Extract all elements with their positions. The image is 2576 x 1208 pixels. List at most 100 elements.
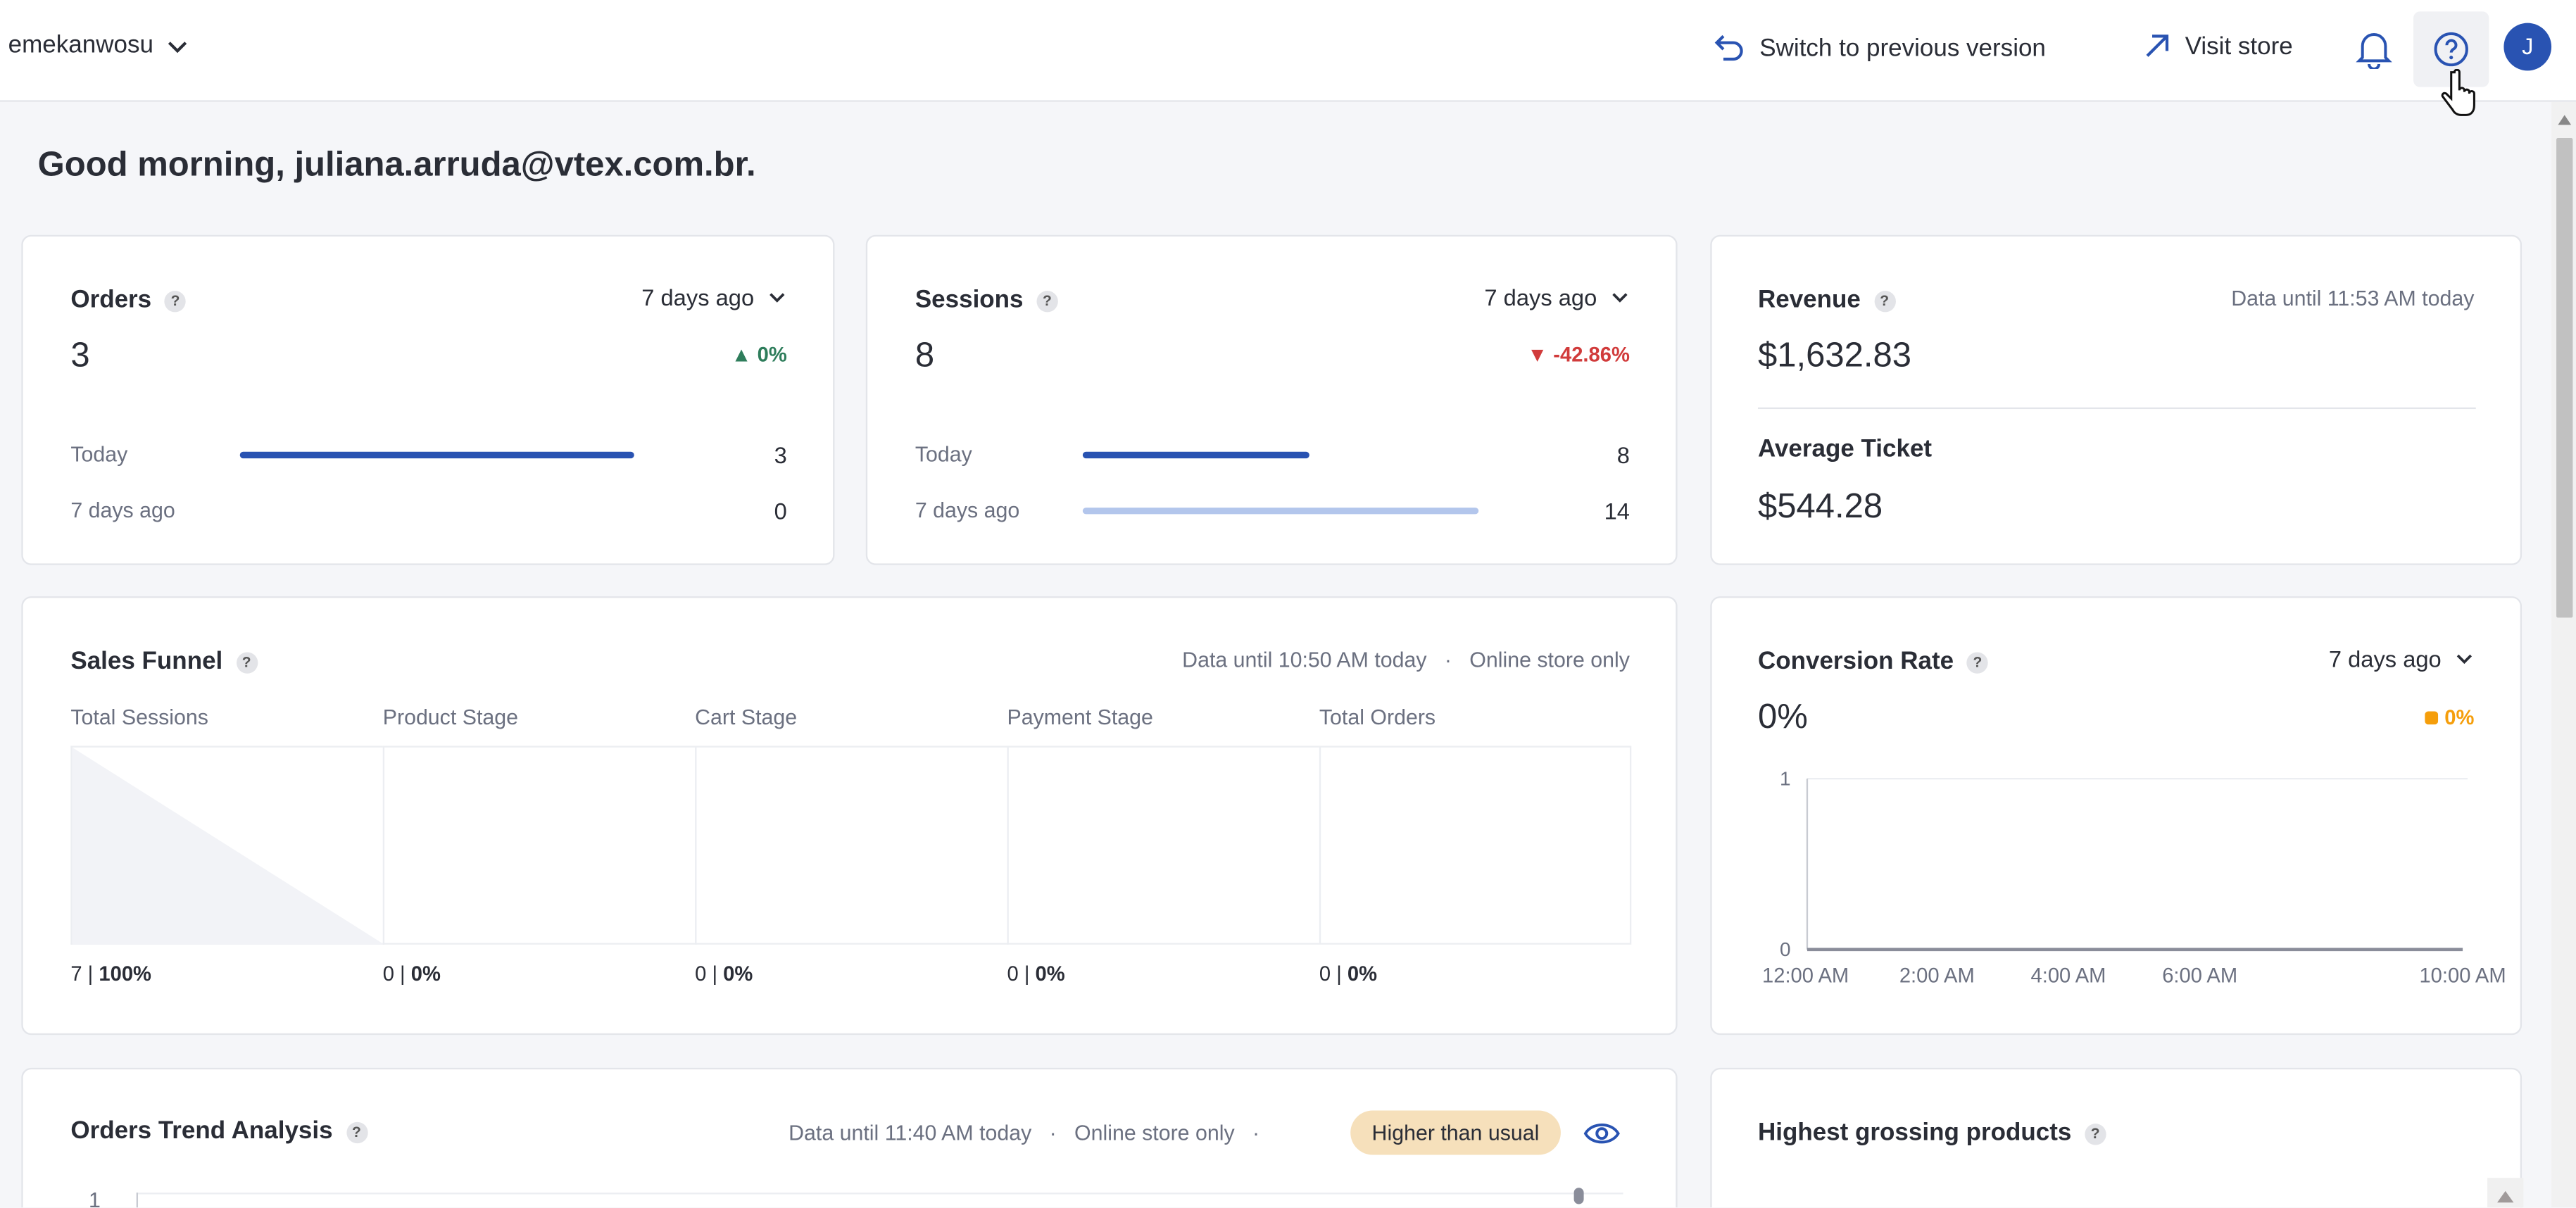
account-switcher[interactable]: emekanwosu [8, 31, 190, 59]
sessions-change: ▼ -42.86% [1527, 343, 1630, 367]
past-label: 7 days ago [70, 498, 175, 523]
orders-trend-card: Orders Trend Analysis? Data until 11:40 … [21, 1067, 1678, 1208]
help-icon[interactable]: ? [1873, 291, 1895, 313]
orders-change: ▲ 0% [731, 343, 787, 367]
marker [1573, 1188, 1584, 1204]
sessions-title: Sessions? [915, 286, 1058, 314]
orders-trend-meta: Data until 11:40 AM today · Online store… [788, 1120, 1260, 1145]
highest-grossing-title: Highest grossing products? [1758, 1119, 2106, 1147]
today-label: Today [70, 441, 128, 467]
help-icon[interactable]: ? [235, 652, 258, 674]
funnel-stage-value: 0 | 0% [382, 962, 441, 986]
funnel-stage-label: Total Orders [1319, 705, 1436, 730]
avg-ticket-value: $544.28 [1757, 488, 1883, 526]
avatar[interactable]: J [2503, 23, 2552, 71]
revenue-value: $1,632.83 [1757, 336, 1911, 375]
past-label: 7 days ago [915, 498, 1020, 523]
sales-funnel-meta: Data until 10:50 AM today · Online store… [1182, 647, 1630, 672]
funnel-stage-label: Cart Stage [695, 705, 798, 730]
revenue-title: Revenue? [1758, 286, 1895, 314]
funnel-stage-column [1319, 745, 1632, 945]
eye-icon[interactable] [1583, 1121, 1620, 1147]
undo-icon [1714, 34, 1743, 61]
past-value: 0 [774, 498, 787, 524]
conversion-card: Conversion Rate? 7 days ago 0% 0% 0 1 12:0… [1710, 596, 2522, 1036]
x-tick-label: 10:00 AM [2419, 964, 2506, 987]
help-icon[interactable]: ? [346, 1121, 367, 1144]
gridline [136, 1193, 1623, 1195]
scrollbar-thumb[interactable] [2556, 138, 2573, 618]
hand-cursor-icon [2441, 69, 2475, 116]
funnel-stage-value: 0 | 0% [1007, 962, 1065, 986]
scroll-up-arrow-icon[interactable] [2558, 115, 2572, 125]
orders-trend-title: Orders Trend Analysis? [70, 1117, 367, 1145]
highest-grossing-card: Highest grossing products? [1710, 1067, 2524, 1208]
x-tick-label: 6:00 AM [2162, 964, 2237, 987]
today-label: Today [915, 441, 972, 467]
past-bar [1082, 508, 1479, 515]
conversion-period-dropdown[interactable]: 7 days ago [2329, 646, 2475, 672]
arrow-up-right-icon [2146, 34, 2169, 57]
greeting: Good morning, juliana.arruda@vtex.com.br… [37, 146, 756, 184]
conversion-value: 0% [1757, 698, 1808, 736]
visit-store-label: Visit store [2185, 32, 2293, 61]
x-tick-label: 4:00 AM [2031, 964, 2106, 987]
sessions-card: Sessions? 7 days ago 8 ▼ -42.86% Today 8… [865, 234, 1678, 565]
help-icon[interactable]: ? [164, 291, 187, 313]
help-icon[interactable]: ? [1036, 291, 1058, 313]
account-name: emekanwosu [8, 31, 153, 60]
funnel-stage-value: 0 | 0% [695, 962, 753, 986]
sessions-period-dropdown[interactable]: 7 days ago [1484, 284, 1630, 310]
scroll-up-button[interactable] [2487, 1178, 2524, 1208]
y-tick: 1 [89, 1188, 101, 1208]
today-value: 8 [1616, 441, 1630, 469]
funnel-stage-column [695, 745, 1007, 945]
conversion-title: Conversion Rate? [1758, 647, 1989, 675]
conversion-line-chart: 0 1 12:00 AM 2:00 AM 4:00 AM 6:00 AM 10:00 AM [1762, 767, 2506, 987]
scrollbar[interactable] [2551, 101, 2576, 1208]
help-circle-icon [2434, 32, 2468, 67]
visit-store-button[interactable]: Visit store [2142, 31, 2293, 61]
avg-ticket-title: Average Ticket [1757, 435, 1933, 464]
today-bar [1082, 451, 1309, 459]
trend-badge: Higher than usual [1350, 1110, 1561, 1155]
y-axis [136, 1193, 139, 1208]
revenue-card: Revenue? Data until 11:53 AM today $1,63… [1710, 234, 2522, 565]
today-bar [239, 451, 634, 459]
y-tick-label: 1 [1780, 767, 1791, 789]
chevron-down-icon [168, 41, 188, 53]
funnel-stage-label: Total Sessions [70, 705, 208, 730]
conversion-change: 0% [2425, 706, 2474, 729]
chevron-down-icon [769, 293, 785, 303]
top-bar: emekanwosu Switch to previous version Vi… [0, 0, 2576, 116]
chevron-down-icon [1612, 293, 1628, 303]
orders-period-dropdown[interactable]: 7 days ago [641, 284, 787, 310]
revenue-data-until: Data until 11:53 AM today [2231, 286, 2475, 311]
sales-funnel-card: Sales Funnel? Data until 10:50 AM today … [21, 596, 1678, 1036]
help-icon[interactable]: ? [2085, 1124, 2106, 1145]
orders-title: Orders? [70, 286, 187, 314]
bell-icon [2356, 33, 2392, 70]
funnel-stage-column [1007, 745, 1319, 945]
y-tick-label: 0 [1780, 938, 1791, 960]
switch-version-button[interactable]: Switch to previous version [1714, 31, 2046, 64]
switch-version-label: Switch to previous version [1759, 33, 2046, 62]
orders-value: 3 [70, 336, 90, 375]
orders-card: Orders? 7 days ago 3 ▲ 0% Today 3 7 days… [21, 234, 835, 565]
sales-funnel-title: Sales Funnel? [70, 647, 258, 675]
past-value: 14 [1604, 498, 1630, 524]
funnel-stage-value: 0 | 0% [1319, 962, 1378, 986]
funnel-stage-label: Product Stage [382, 705, 518, 730]
funnel-stage-value: 7 | 100% [70, 962, 152, 986]
funnel-stage-column [382, 745, 696, 945]
chevron-down-icon [2456, 654, 2473, 665]
help-icon[interactable]: ? [1966, 652, 1989, 674]
sessions-value: 8 [915, 336, 935, 375]
x-tick-label: 2:00 AM [1899, 964, 1975, 987]
funnel-stage-label: Payment Stage [1007, 705, 1153, 730]
notifications-button[interactable] [2356, 30, 2392, 70]
today-value: 3 [774, 441, 787, 469]
funnel-stage-column [70, 745, 385, 945]
x-tick-label: 12:00 AM [1762, 964, 1849, 987]
